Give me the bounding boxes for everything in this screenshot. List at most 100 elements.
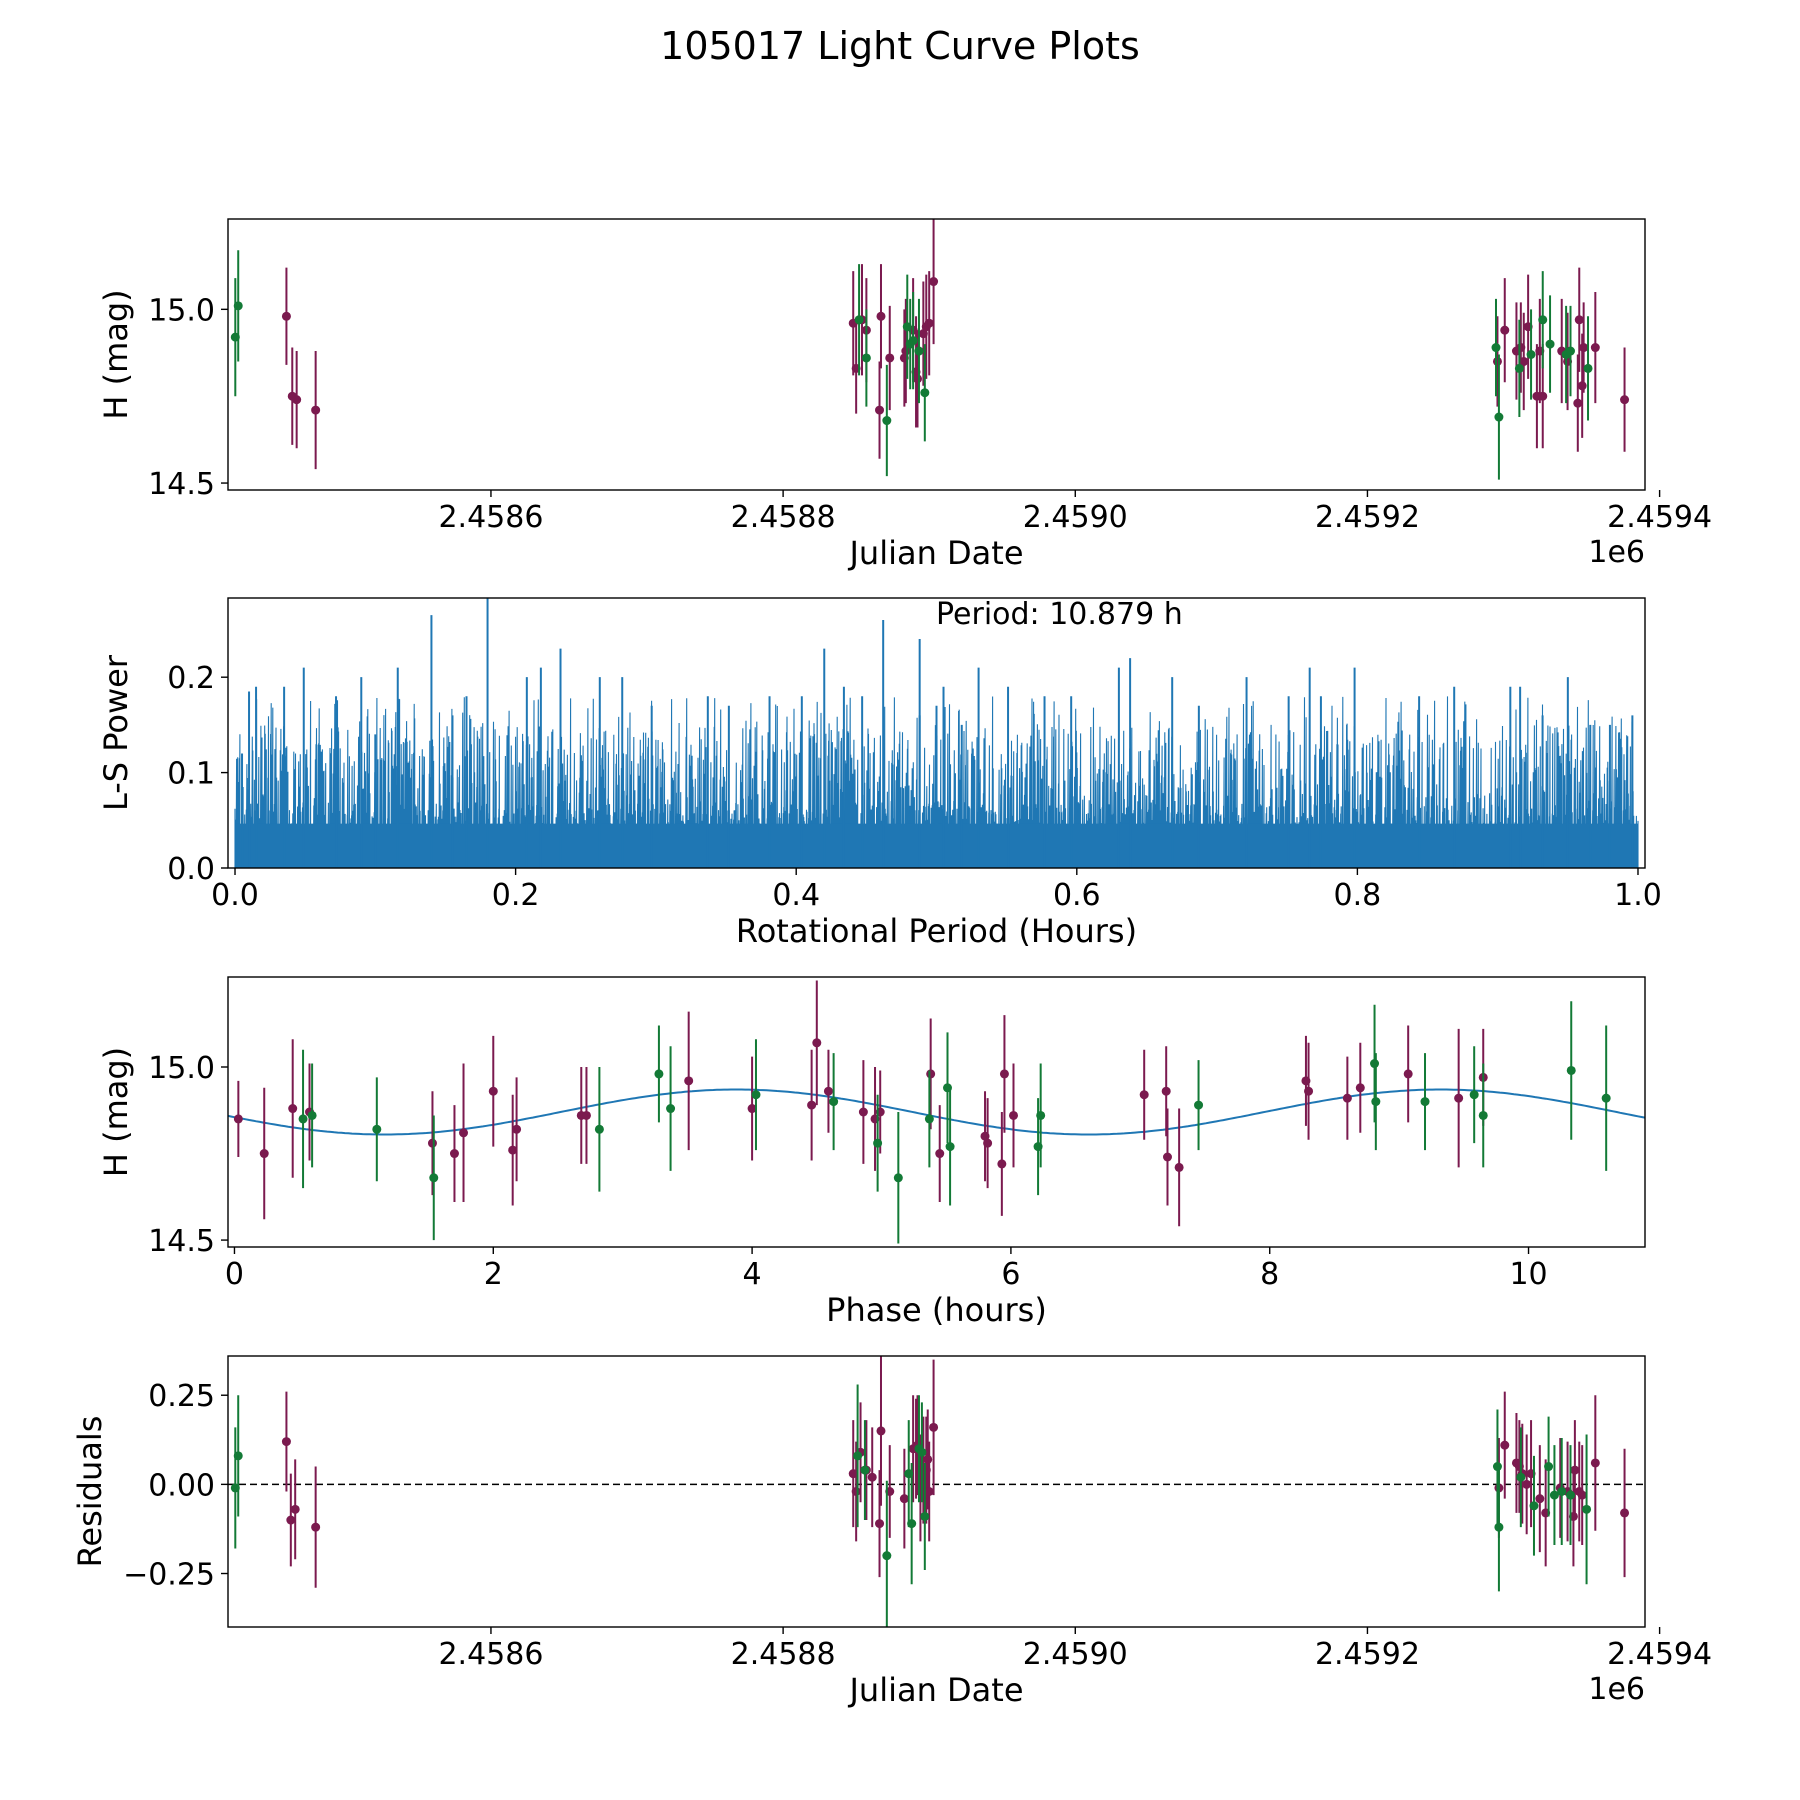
data-point xyxy=(829,1053,839,1151)
data-point xyxy=(1522,1434,1532,1535)
data-point xyxy=(1529,1455,1539,1556)
data-point xyxy=(1519,312,1529,411)
data-point xyxy=(882,1480,892,1627)
data-point xyxy=(907,1462,917,1585)
data-point xyxy=(508,1094,518,1206)
point-marker xyxy=(812,1038,822,1048)
data-point xyxy=(1494,1462,1504,1592)
x-tick-label: 2.4592 xyxy=(1315,1637,1420,1672)
point-marker xyxy=(581,1110,591,1120)
data-point xyxy=(924,1070,934,1168)
point-marker xyxy=(1549,1490,1559,1500)
data-point xyxy=(1371,1053,1381,1151)
point-marker xyxy=(1573,398,1583,408)
data-point xyxy=(860,1420,870,1521)
point-marker xyxy=(1516,1472,1526,1482)
point-marker xyxy=(999,1069,1009,1079)
point-marker xyxy=(875,1519,885,1529)
data-point xyxy=(1492,1409,1502,1524)
plot-area-ls xyxy=(234,598,1639,868)
point-marker xyxy=(288,1104,298,1114)
data-point xyxy=(288,1039,298,1178)
point-marker xyxy=(1620,395,1630,405)
x-tick-label: 6 xyxy=(1001,1257,1020,1292)
point-marker xyxy=(924,318,934,328)
data-point xyxy=(1590,291,1600,404)
point-marker xyxy=(1036,1110,1046,1120)
point-marker xyxy=(876,1426,886,1436)
point-marker xyxy=(1526,350,1536,359)
x-tick-label: 0.6 xyxy=(1053,878,1101,913)
data-point xyxy=(1565,305,1575,397)
data-point xyxy=(853,1384,863,1528)
point-marker xyxy=(307,1110,317,1120)
y-tick-label: 14.5 xyxy=(148,467,215,502)
point-marker xyxy=(1577,381,1587,391)
data-point xyxy=(259,1087,269,1220)
data-point xyxy=(281,267,291,365)
data-point xyxy=(882,364,892,477)
data-point xyxy=(929,219,939,345)
y-tick-label: 0.25 xyxy=(148,1379,215,1414)
y-axis-label: H (mag) xyxy=(97,1047,135,1177)
point-marker xyxy=(929,1422,939,1432)
data-point xyxy=(935,1105,945,1202)
point-marker xyxy=(311,405,321,415)
point-marker xyxy=(1194,1100,1204,1110)
point-marker xyxy=(508,1145,518,1155)
data-point xyxy=(1036,1063,1046,1168)
point-marker xyxy=(1565,1490,1575,1500)
data-point xyxy=(875,1470,885,1578)
data-point xyxy=(281,1391,291,1492)
data-point xyxy=(1535,1445,1545,1553)
data-point xyxy=(876,1356,886,1506)
data-point xyxy=(654,1025,664,1123)
data-point xyxy=(873,1094,883,1192)
data-point xyxy=(372,1077,382,1182)
data-point xyxy=(581,1067,591,1164)
point-marker xyxy=(829,1097,839,1107)
x-tick-label: 2.4594 xyxy=(1607,1637,1712,1672)
panel-lc: 2.4586 2.4588 2.4590 2.4592 2.4594 14.5 15.0 Ju… xyxy=(97,218,1712,572)
point-marker xyxy=(1008,1110,1018,1120)
fit-model-curve xyxy=(228,1088,1645,1136)
data-point xyxy=(997,1112,1007,1216)
panel-ls: Period: 10.879 h 0.0 0.2 0.4 0.6 0.8 1.0 0.0 0.1… xyxy=(97,597,1662,950)
data-point xyxy=(1590,1395,1600,1531)
point-marker xyxy=(512,1124,522,1134)
data-point xyxy=(926,1018,936,1130)
point-marker xyxy=(924,1487,934,1496)
data-point xyxy=(920,1462,930,1570)
point-marker xyxy=(882,1551,892,1561)
point-marker xyxy=(913,374,923,384)
data-point xyxy=(983,1098,993,1189)
point-marker xyxy=(751,1090,761,1100)
y-tick-label: 0.00 xyxy=(148,1468,215,1503)
x-tick-label: 2.4588 xyxy=(731,500,836,535)
point-marker xyxy=(311,1522,321,1532)
point-marker xyxy=(935,1149,945,1159)
y-tick-label: 0.0 xyxy=(167,852,215,887)
data-point xyxy=(1526,309,1536,400)
point-marker xyxy=(1519,356,1529,366)
point-marker xyxy=(286,1515,296,1525)
point-marker xyxy=(945,1142,955,1152)
point-marker xyxy=(747,1104,757,1114)
x-tick-label: 2.4590 xyxy=(1023,1637,1128,1672)
data-point xyxy=(945,1087,955,1206)
point-marker xyxy=(823,1086,833,1096)
point-marker xyxy=(1566,1065,1576,1075)
point-marker xyxy=(1583,363,1593,373)
point-marker xyxy=(917,1447,927,1457)
y-axis-label: Residuals xyxy=(71,1416,109,1568)
x-tick-label: 2.4590 xyxy=(1023,500,1128,535)
data-point xyxy=(449,1105,459,1202)
figure-title: 105017 Light Curve Plots xyxy=(660,24,1140,68)
data-point xyxy=(999,1015,1009,1133)
point-marker xyxy=(290,1504,300,1514)
data-point xyxy=(1601,1025,1611,1171)
point-marker xyxy=(1420,1097,1430,1107)
point-marker xyxy=(449,1149,459,1159)
point-marker xyxy=(281,1437,291,1447)
data-point xyxy=(751,1039,761,1151)
